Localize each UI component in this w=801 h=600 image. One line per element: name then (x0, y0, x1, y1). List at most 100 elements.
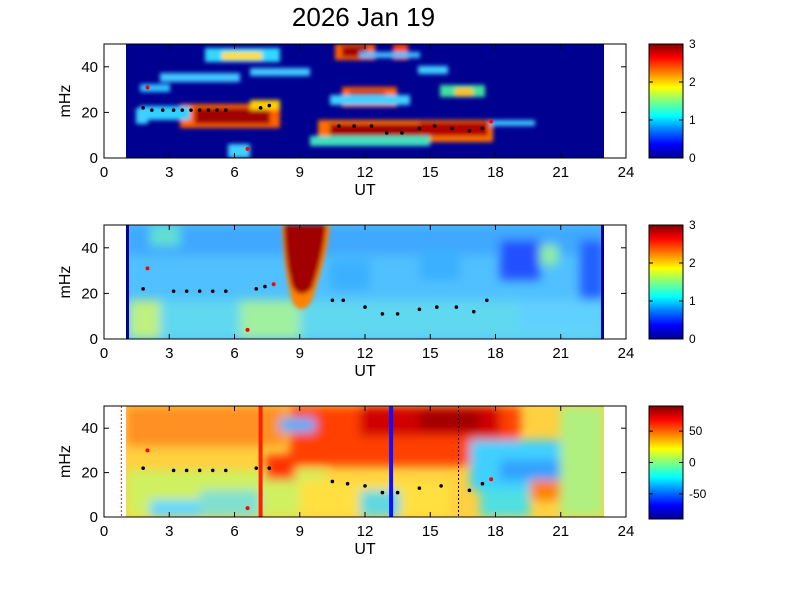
x-tick-label: 12 (357, 345, 374, 362)
frequency-marker (210, 289, 215, 293)
x-tick-label: 24 (618, 164, 635, 181)
frequency-marker (485, 298, 489, 303)
frequency-marker (258, 106, 263, 110)
y-axis-label: mHz (57, 85, 74, 118)
frequency-marker (363, 484, 367, 488)
frequency-marker (141, 106, 145, 110)
frequency-marker (341, 298, 346, 303)
frequency-marker (467, 488, 472, 493)
frequency-marker-red (245, 146, 250, 151)
x-axis-label: UT (354, 541, 376, 558)
colorbar-tick-label: 3 (689, 37, 696, 51)
frequency-marker (369, 124, 374, 128)
panel-bottom: 0 3 6 9 12 15 18 21 24 0 20 40 UT mHz 50 0 -50 (57, 405, 707, 558)
frequency-marker (184, 468, 189, 473)
frequency-marker (150, 108, 154, 112)
frequency-marker (224, 468, 228, 473)
frequency-marker (171, 108, 176, 112)
x-tick-label: 21 (552, 345, 569, 362)
frequency-marker (480, 126, 485, 131)
frequency-marker (267, 103, 272, 108)
panel-middle-axes: 0 3 6 9 12 15 18 21 24 0 20 40 UT mHz (57, 225, 634, 380)
x-tick-label: 24 (618, 523, 635, 540)
frequency-marker (197, 468, 202, 473)
x-tick-label: 15 (422, 345, 439, 362)
frequency-marker (141, 466, 145, 470)
frequency-marker (224, 289, 228, 293)
y-tick-label: 20 (81, 285, 98, 302)
x-tick-label: 15 (422, 523, 439, 540)
frequency-marker (417, 126, 422, 131)
x-tick-label: 21 (552, 523, 569, 540)
frequency-marker (263, 284, 267, 289)
y-tick-label: 0 (90, 150, 98, 167)
frequency-marker (471, 309, 476, 314)
x-tick-label: 6 (230, 345, 238, 362)
y-tick-label: 40 (81, 240, 98, 257)
frequency-marker-red (271, 282, 276, 287)
x-tick-label: 12 (357, 523, 374, 540)
x-axis-label: UT (354, 363, 376, 380)
frequency-marker (363, 305, 367, 309)
colorbar-tick-label: 2 (689, 75, 696, 89)
frequency-marker (254, 287, 259, 291)
colorbar-tick-label: -50 (689, 487, 707, 501)
x-tick-label: 9 (296, 345, 304, 362)
y-tick-label: 40 (81, 420, 98, 437)
frequency-marker (330, 479, 335, 484)
x-tick-label: 3 (165, 523, 173, 540)
frequency-marker (215, 108, 219, 112)
frequency-marker (467, 128, 472, 133)
x-tick-label: 18 (487, 345, 504, 362)
x-tick-label: 0 (100, 345, 108, 362)
frequency-marker (197, 289, 202, 293)
panel-top-heatmap (126, 44, 604, 158)
frequency-marker-red (145, 85, 150, 90)
frequency-marker (330, 298, 335, 303)
colorbar-tick-label: 0 (689, 151, 696, 165)
frequency-marker (210, 468, 215, 473)
x-tick-label: 18 (487, 164, 504, 181)
y-tick-label: 0 (90, 509, 98, 526)
frequency-marker-red (145, 266, 150, 271)
y-axis-label: mHz (57, 445, 74, 478)
x-tick-label: 12 (357, 164, 374, 181)
x-tick-label: 18 (487, 523, 504, 540)
panel-bottom-event-lines (120, 406, 460, 517)
frequency-marker (206, 108, 211, 112)
panel-top-axes: 0 3 6 9 12 15 18 21 24 0 20 40 UT mHz (57, 44, 634, 199)
frequency-marker (400, 131, 404, 135)
frequency-marker (254, 466, 259, 470)
y-axis-label: mHz (57, 266, 74, 299)
frequency-marker (171, 468, 176, 473)
panel-bottom-colorbar-ticks: 50 0 -50 (649, 424, 707, 501)
frequency-marker-red (245, 327, 250, 332)
frequency-marker (345, 481, 350, 486)
y-tick-label: 20 (81, 465, 98, 482)
colorbar-tick-label: 1 (689, 113, 696, 127)
x-tick-label: 0 (100, 164, 108, 181)
panel-bottom-colorbar (648, 405, 684, 520)
colorbar-tick-label: 50 (689, 424, 703, 438)
x-tick-label: 3 (165, 345, 173, 362)
panel-middle-colorbar (648, 224, 684, 340)
panel-top-colorbar (648, 43, 684, 159)
panel-middle-markers (141, 266, 489, 332)
frequency-marker-red (489, 119, 494, 124)
frequency-marker (224, 108, 228, 112)
x-tick-label: 15 (422, 164, 439, 181)
colorbar-tick-label: 1 (689, 294, 696, 308)
frequency-marker (434, 305, 439, 309)
panel-bottom-markers (141, 448, 494, 511)
colorbar-tick-label: 0 (689, 332, 696, 346)
x-tick-label: 24 (618, 345, 635, 362)
frequency-marker (352, 124, 356, 128)
frequency-marker (184, 289, 189, 293)
x-tick-label: 6 (230, 164, 238, 181)
y-tick-label: 40 (81, 59, 98, 76)
frequency-marker (180, 108, 185, 112)
frequency-marker (395, 312, 400, 316)
